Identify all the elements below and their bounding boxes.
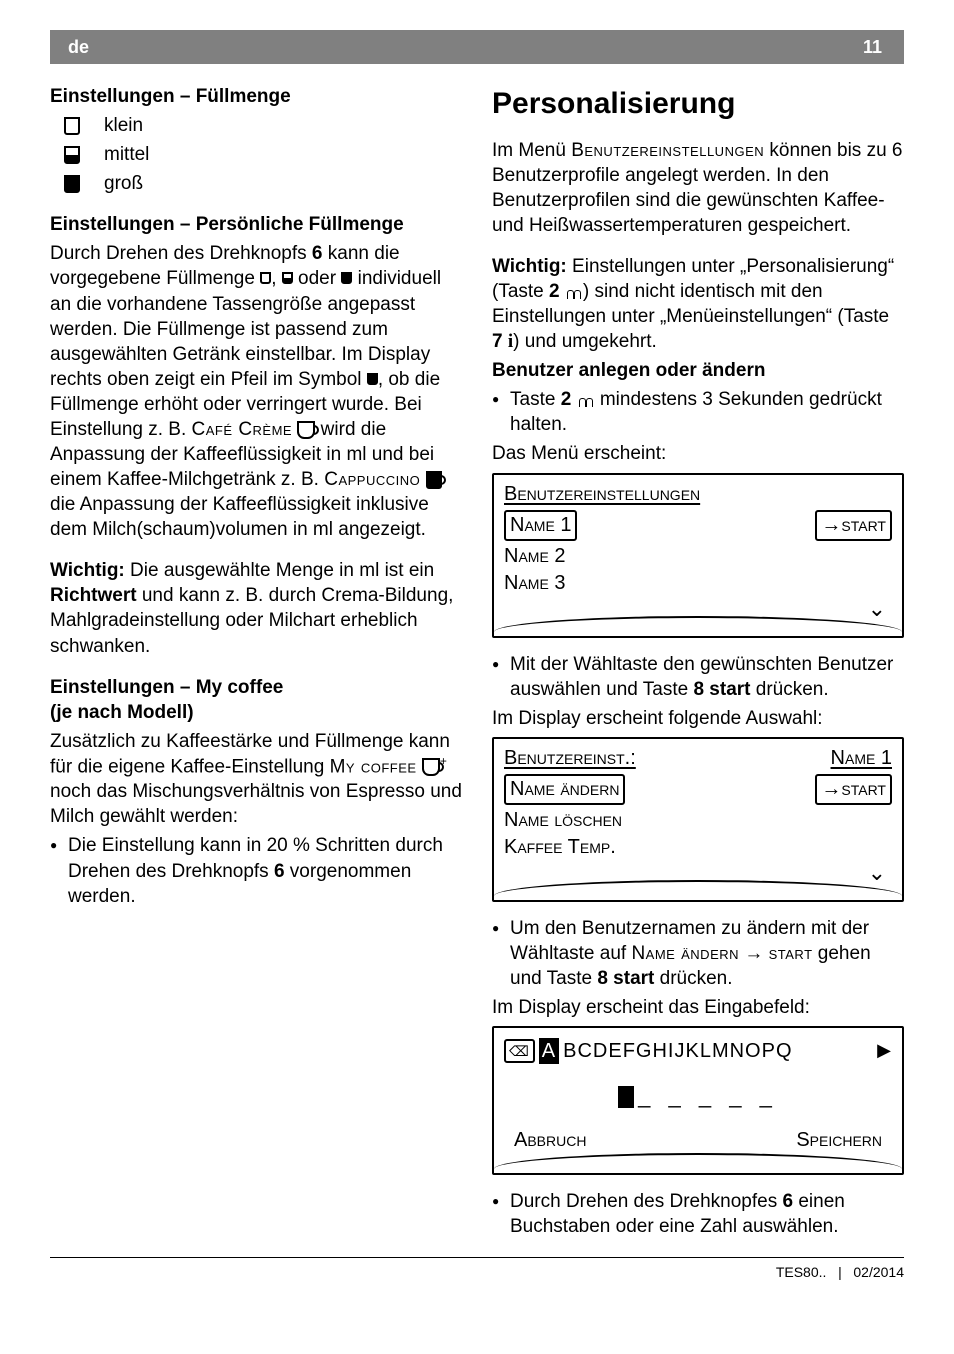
- cup-small-icon: [64, 117, 80, 135]
- paragraph-eingabefeld: Im Display erscheint das Eingabefeld:: [492, 995, 904, 1020]
- disp1-row2: Name 2: [504, 543, 892, 570]
- footer-model: TES80..: [776, 1264, 827, 1280]
- disp2-row1-right: →start: [815, 774, 892, 805]
- heading-personal-fuellmenge: Einstellungen – Persönliche Füllmenge: [50, 212, 462, 237]
- paragraph-intro: Im Menü Benutzereinstellungen können bis…: [492, 138, 904, 238]
- right-column: Personalisierung Im Menü Benutzereinstel…: [492, 84, 904, 1243]
- size-row-mid: mittel: [64, 142, 462, 167]
- p-personal-end: die Anpassung der Kaffeeflüssigkeit inkl…: [50, 494, 429, 540]
- bullet-mycoffee: Die Einstellung kann in 20 % Schritten d…: [50, 833, 462, 908]
- header-lang: de: [50, 30, 160, 64]
- delete-icon: ⌫: [504, 1039, 535, 1063]
- na-label: Name ändern: [631, 943, 739, 964]
- heading-mycoffee-2: (je nach Modell): [50, 700, 462, 725]
- paragraph-menu-erscheint: Das Menü erscheint:: [492, 441, 904, 466]
- disp1-row3: Name 3: [504, 570, 892, 597]
- wichtig-lead-left: Wichtig:: [50, 560, 125, 581]
- cup-medium-icon: [64, 146, 80, 164]
- wichtig-lead-right: Wichtig:: [492, 256, 567, 277]
- bullet-drehknopf6: Durch Drehen des Drehknopfes 6 einen Buc…: [492, 1189, 904, 1239]
- heading-fuellmenge: Einstellungen – Füllmenge: [50, 84, 462, 109]
- header-page-no: 11: [160, 30, 904, 64]
- info-icon: i: [508, 331, 513, 352]
- heading-personalisierung: Personalisierung: [492, 84, 904, 124]
- disp2-title-right: Name 1: [831, 745, 892, 772]
- disp2-title-left: Benutzereinst.:: [504, 745, 636, 772]
- abort-label: Abbruch: [514, 1127, 586, 1153]
- save-label: Speichern: [796, 1127, 882, 1153]
- na-arrow: →: [744, 943, 763, 964]
- left-column: Einstellungen – Füllmenge klein mittel g…: [50, 84, 462, 1243]
- cup-handle-icon-2: [422, 758, 440, 776]
- cup-large-icon: [64, 175, 80, 193]
- mug-icon: [426, 471, 442, 489]
- char-sequence: BCDEFGHIJKLMNOPQ: [563, 1038, 792, 1064]
- size-mid-label: mittel: [104, 142, 149, 167]
- char-line: ⌫ A BCDEFGHIJKLMNOPQ ▶: [504, 1038, 892, 1064]
- bullet-name-aendern: Um den Benutzernamen zu ändern mit der W…: [492, 916, 904, 991]
- disp1-row1-right: →start: [815, 510, 892, 541]
- insertion-line: _ _ _ _ _: [504, 1082, 892, 1111]
- p-personal-pre: Durch Drehen des Drehknopfs 6 kann die v…: [50, 243, 441, 440]
- intro-pre: Im Menü: [492, 140, 571, 161]
- cup-handle-icon: [297, 421, 315, 439]
- cursor-icon: [618, 1086, 634, 1108]
- arrow-right-icon: ▶: [877, 1039, 892, 1062]
- disp2-row2: Name löschen: [504, 807, 892, 834]
- paragraph-auswahl: Im Display erscheint folgende Auswahl:: [492, 706, 904, 731]
- cafe-creme-label: Café Crème: [192, 419, 293, 440]
- header-bar: de 11: [50, 30, 904, 64]
- selected-char: A: [539, 1038, 559, 1064]
- size-row-large: groß: [64, 171, 462, 196]
- footer-date: 02/2014: [853, 1264, 904, 1280]
- disp2-row1-left: Name ändern: [504, 774, 625, 805]
- mycoffee-label: My coffee: [330, 756, 417, 777]
- people-icon-2: [577, 393, 595, 407]
- bullet-waehltaste: Mit der Wähltaste den gewünschten Benutz…: [492, 652, 904, 702]
- disp2-row3: Kaffee Temp.: [504, 834, 892, 861]
- cappuccino-label: Cappuccino: [324, 469, 420, 490]
- disp1-row1-left: Name 1: [504, 510, 577, 541]
- people-icon: [565, 285, 583, 299]
- na-start: start: [769, 943, 813, 964]
- paragraph-personal-fuellmenge: Durch Drehen des Drehknopfs 6 kann die v…: [50, 241, 462, 542]
- heading-mycoffee-1: Einstellungen – My coffee: [50, 675, 462, 700]
- footer: TES80.. | 02/2014: [50, 1257, 904, 1280]
- paragraph-mycoffee: Zusätzlich zu Kaffeestärke und Füllmenge…: [50, 729, 462, 830]
- size-row-small: klein: [64, 113, 462, 138]
- heading-benutzer-anlegen: Benutzer anlegen oder ändern: [492, 358, 904, 383]
- disp1-title: Benutzereinstellungen: [504, 481, 892, 508]
- display-eingabefeld: ⌫ A BCDEFGHIJKLMNOPQ ▶ _ _ _ _ _ Abbruch…: [492, 1026, 904, 1175]
- paragraph-wichtig-left: Wichtig: Die ausgewählte Menge in ml ist…: [50, 558, 462, 658]
- bullet-taste2: Taste 2 mindestens 3 Sekunden gedrückt h…: [492, 387, 904, 437]
- display-benutzereinstellungen: Benutzereinstellungen Name 1 →start Name…: [492, 473, 904, 638]
- menu-name: Benutzereinstellungen: [571, 140, 764, 161]
- size-large-label: groß: [104, 171, 143, 196]
- paragraph-wichtig-right: Wichtig: Einstellungen unter „Personalis…: [492, 254, 904, 354]
- footer-sep: |: [838, 1264, 842, 1280]
- display-benutzereinst: Benutzereinst.: Name 1 Name ändern →star…: [492, 737, 904, 902]
- mycoffee-post: noch das Mischungsverhältnis von Espress…: [50, 781, 462, 827]
- size-small-label: klein: [104, 113, 143, 138]
